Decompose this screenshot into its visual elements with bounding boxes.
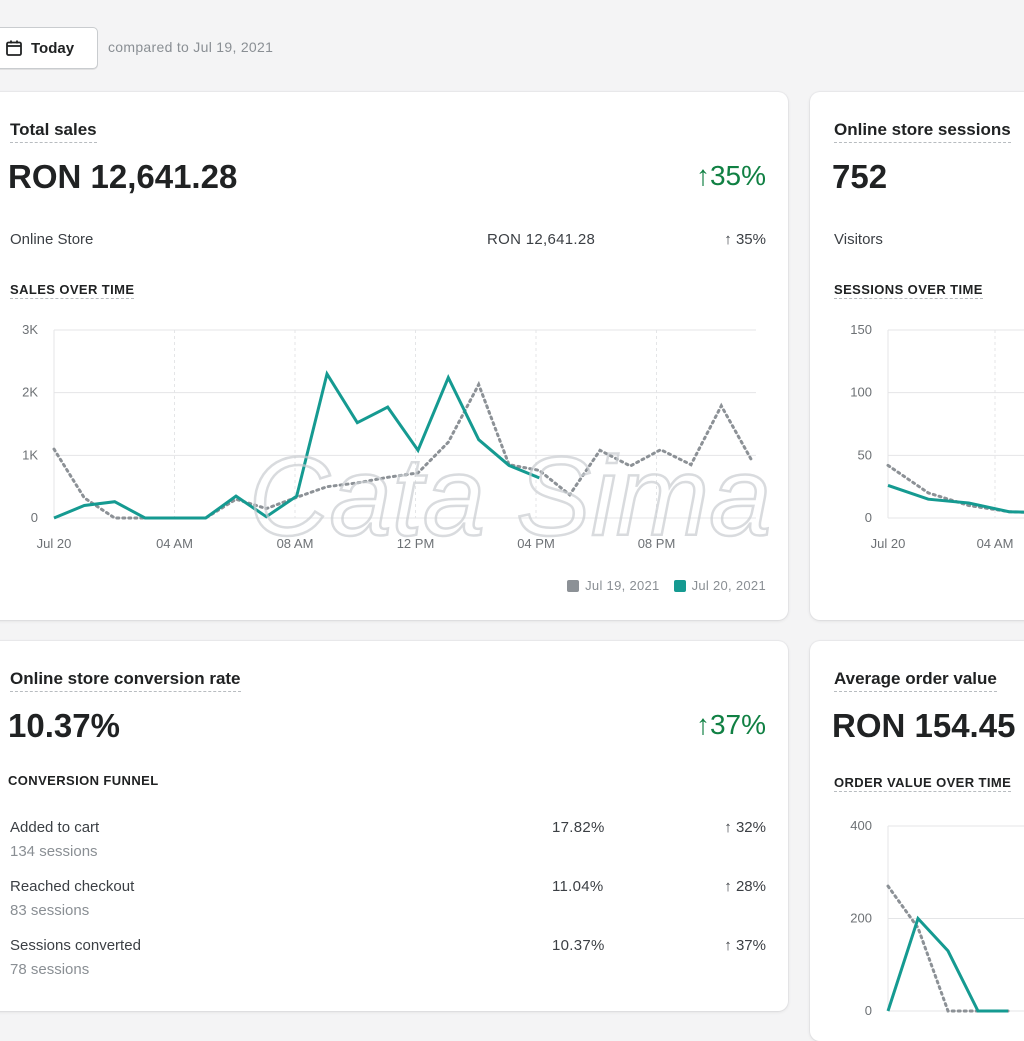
- funnel-step-label: Sessions converted: [10, 937, 141, 954]
- x-tick-label: 04 PM: [517, 536, 555, 551]
- y-tick-label: 3K: [22, 322, 38, 337]
- x-tick-label: 04 AM: [156, 536, 193, 551]
- x-tick-label: Jul 20: [871, 536, 906, 551]
- channel-label: Online Store: [10, 231, 94, 248]
- y-tick-label: 200: [850, 911, 872, 926]
- total-sales-value: RON 12,641.28: [8, 158, 238, 195]
- sessions-value: 752: [832, 158, 888, 195]
- sessions-over-time-chart: 0 50 100 150 Jul 20 04 AM: [850, 322, 1024, 551]
- sessions-over-time-label[interactable]: SESSIONS OVER TIME: [834, 282, 983, 299]
- funnel-step-sessions: 78 sessions: [10, 961, 90, 978]
- current-legend-label: Jul 20, 2021: [691, 578, 766, 593]
- funnel-step-change: ↑ 28%: [724, 878, 766, 895]
- x-tick-label: 08 PM: [638, 536, 676, 551]
- date-range-label: Today: [31, 39, 75, 57]
- chart-legend: Jul 19, 2021 Jul 20, 2021: [567, 578, 766, 593]
- channel-change: ↑ 35%: [724, 231, 766, 248]
- compare-text: compared to Jul 19, 2021: [108, 39, 274, 55]
- average-order-value-card: Average order value RON 154.45 ORDER VAL…: [810, 641, 1024, 1041]
- x-tick-label: 08 AM: [277, 536, 314, 551]
- funnel-step-label: Reached checkout: [10, 878, 135, 895]
- previous-legend-swatch: [567, 579, 580, 592]
- current-legend-swatch: [673, 579, 686, 592]
- current-series-line: [53, 370, 540, 520]
- y-tick-label: 400: [850, 818, 872, 833]
- funnel-step-label: Added to cart: [10, 819, 100, 836]
- previous-series-line: [886, 463, 1024, 514]
- conversion-funnel-label: CONVERSION FUNNEL: [8, 773, 159, 788]
- channel-value: RON 12,641.28: [487, 231, 596, 248]
- funnel-step-sessions: 134 sessions: [10, 843, 98, 860]
- y-tick-label: 2K: [22, 385, 38, 400]
- current-series-line: [886, 915, 1008, 1013]
- total-sales-title[interactable]: Total sales: [10, 120, 97, 143]
- order-value-over-time-label[interactable]: ORDER VALUE OVER TIME: [834, 775, 1012, 792]
- previous-legend-label: Jul 19, 2021: [585, 578, 660, 593]
- funnel-step-rate: 17.82%: [552, 819, 605, 836]
- date-toolbar: Today compared to Jul 19, 2021: [0, 27, 420, 71]
- conversion-rate-value: 10.37%: [8, 707, 120, 744]
- order-value-over-time-chart: 0 200 400: [850, 818, 1024, 1018]
- sales-over-time-chart: 0 1K 2K 3K Jul 20 04 AM 08 AM 12 PM 04 PM 08 PM: [22, 322, 756, 551]
- funnel-step-change: ↑ 37%: [724, 937, 766, 954]
- aov-title[interactable]: Average order value: [834, 669, 997, 692]
- y-tick-label: 100: [850, 385, 872, 400]
- x-tick-label: 12 PM: [397, 536, 435, 551]
- conversion-rate-change: ↑37%: [695, 709, 766, 740]
- total-sales-card: Total sales RON 12,641.28 ↑35% Online St…: [0, 92, 788, 620]
- current-series-line: [887, 483, 1024, 514]
- sales-over-time-label[interactable]: SALES OVER TIME: [10, 282, 135, 299]
- total-sales-change: ↑35%: [695, 160, 766, 191]
- sessions-card: Online store sessions 752 Visitors SESSI…: [810, 92, 1024, 620]
- conversion-rate-title[interactable]: Online store conversion rate: [10, 669, 241, 692]
- funnel-step-rate: 11.04%: [552, 878, 604, 895]
- calendar-icon: [6, 40, 22, 56]
- funnel-step-rate: 10.37%: [552, 937, 605, 954]
- x-tick-label: Jul 20: [37, 536, 72, 551]
- previous-series-line: [52, 380, 754, 520]
- visitors-label: Visitors: [834, 231, 883, 248]
- funnel-step-sessions: 83 sessions: [10, 902, 90, 919]
- conversion-rate-card: Online store conversion rate 10.37% ↑37%…: [0, 641, 788, 1011]
- y-tick-label: 0: [31, 510, 38, 525]
- x-tick-label: 04 AM: [977, 536, 1014, 551]
- date-range-button[interactable]: Today: [0, 27, 98, 69]
- y-tick-label: 1K: [22, 447, 38, 462]
- aov-value: RON 154.45: [832, 707, 1016, 744]
- previous-series-line: [886, 884, 1010, 1013]
- y-tick-label: 50: [858, 447, 872, 462]
- y-tick-label: 0: [865, 1003, 872, 1018]
- sessions-title[interactable]: Online store sessions: [834, 120, 1011, 143]
- y-tick-label: 0: [865, 510, 872, 525]
- y-tick-label: 150: [850, 322, 872, 337]
- funnel-step-change: ↑ 32%: [724, 819, 766, 836]
